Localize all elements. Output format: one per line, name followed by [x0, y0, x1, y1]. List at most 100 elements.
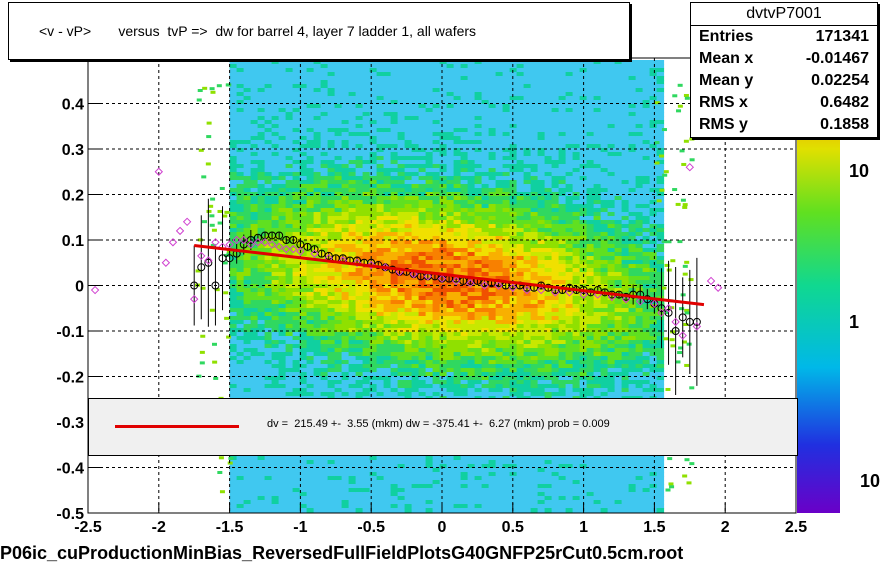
- heatmap-cell: [313, 508, 322, 513]
- heatmap-cell: [250, 196, 259, 201]
- heatmap-cell: [516, 256, 525, 261]
- heatmap-cell: [327, 468, 336, 473]
- heatmap-cell: [488, 460, 497, 465]
- heatmap-cell: [313, 232, 322, 237]
- heatmap-cell: [292, 296, 301, 301]
- heatmap-cell: [285, 88, 294, 93]
- heatmap-cell: [425, 244, 434, 249]
- heatmap-cell: [530, 256, 539, 261]
- heatmap-cell: [418, 192, 427, 197]
- heatmap-cell: [306, 160, 315, 165]
- heatmap-cell: [467, 312, 476, 317]
- heatmap-cell: [285, 220, 294, 225]
- heatmap-cell: [243, 368, 252, 373]
- heatmap-cell: [404, 124, 413, 129]
- heatmap-cell: [236, 272, 245, 277]
- heatmap-cell: [488, 276, 497, 281]
- heatmap-cell: [446, 356, 455, 361]
- heatmap-cell: [285, 280, 294, 285]
- heatmap-cell: [488, 160, 497, 165]
- heatmap-cell: [418, 200, 427, 205]
- heatmap-cell: [502, 208, 511, 213]
- heatmap-cell: [292, 228, 301, 233]
- heatmap-cell: [467, 144, 476, 149]
- heatmap-cell: [250, 308, 259, 313]
- heatmap-cell: [467, 208, 476, 213]
- heatmap-cell: [341, 336, 350, 341]
- heatmap-cell: [355, 300, 364, 305]
- heatmap-cell: [509, 308, 518, 313]
- heatmap-cell: [516, 216, 525, 221]
- heatmap-cell: [341, 464, 350, 469]
- heatmap-cell: [397, 116, 406, 121]
- heatmap-cell: [278, 464, 287, 469]
- heatmap-cell: [502, 480, 511, 485]
- heatmap-cell: [404, 312, 413, 317]
- heatmap-cell: [327, 348, 336, 353]
- heatmap-cell: [537, 148, 546, 153]
- heatmap-cell: [229, 188, 238, 193]
- heatmap-cell: [271, 176, 280, 181]
- heatmap-cell: [341, 356, 350, 361]
- heatmap-cell: [509, 204, 518, 209]
- heatmap-cell: [523, 500, 532, 505]
- heatmap-cell: [404, 324, 413, 329]
- heatmap-cell: [495, 60, 504, 65]
- heatmap-cell: [516, 132, 525, 137]
- heatmap-cell: [299, 504, 308, 509]
- heatmap-cell: [355, 476, 364, 481]
- heatmap-cell: [299, 464, 308, 469]
- heatmap-cell: [432, 116, 441, 121]
- heatmap-cell: [537, 108, 546, 113]
- heatmap-cell: [474, 84, 483, 89]
- heatmap-cell: [327, 236, 336, 241]
- heatmap-cell: [376, 192, 385, 197]
- heatmap-cell: [320, 108, 329, 113]
- heatmap-cell: [404, 68, 413, 73]
- heatmap-cell: [313, 140, 322, 145]
- heatmap-cell: [383, 356, 392, 361]
- heatmap-cell: [509, 192, 518, 197]
- heatmap-cell: [369, 112, 378, 117]
- heatmap-cell: [530, 468, 539, 473]
- heatmap-cell: [390, 176, 399, 181]
- heatmap-cell: [285, 296, 294, 301]
- heatmap-cell: [397, 96, 406, 101]
- heatmap-cell: [411, 116, 420, 121]
- heatmap-cell: [285, 184, 294, 189]
- heatmap-cell: [390, 336, 399, 341]
- heatmap-cell: [495, 292, 504, 297]
- heatmap-cell: [306, 456, 315, 461]
- heatmap-cell: [481, 256, 490, 261]
- heatmap-cell: [278, 236, 287, 241]
- heatmap-cell: [229, 320, 238, 325]
- heatmap-cell: [509, 140, 518, 145]
- heatmap-cell: [474, 360, 483, 365]
- heatmap-cell: [278, 276, 287, 281]
- heatmap-cell: [362, 332, 371, 337]
- heatmap-cell: [495, 480, 504, 485]
- heatmap-cell: [523, 336, 532, 341]
- heatmap-cell: [383, 176, 392, 181]
- heatmap-cell: [418, 292, 427, 297]
- heatmap-cell: [306, 308, 315, 313]
- heatmap-cell: [481, 468, 490, 473]
- heatmap-cell: [425, 204, 434, 209]
- heatmap-cell: [439, 300, 448, 305]
- heatmap-cell: [229, 496, 238, 501]
- heatmap-cell: [481, 248, 490, 253]
- heatmap-cell: [369, 344, 378, 349]
- heatmap-cell: [390, 360, 399, 365]
- heatmap-cell: [390, 244, 399, 249]
- heatmap-cell: [509, 340, 518, 345]
- heatmap-cell: [355, 492, 364, 497]
- heatmap-cell: [446, 304, 455, 309]
- heatmap-cell: [530, 96, 539, 101]
- heatmap-cell: [306, 184, 315, 189]
- heatmap-cell: [285, 60, 294, 65]
- heatmap-cell: [348, 364, 357, 369]
- heatmap-cell: [404, 172, 413, 177]
- heatmap-cell: [334, 188, 343, 193]
- heatmap-cell: [474, 480, 483, 485]
- heatmap-cell: [495, 348, 504, 353]
